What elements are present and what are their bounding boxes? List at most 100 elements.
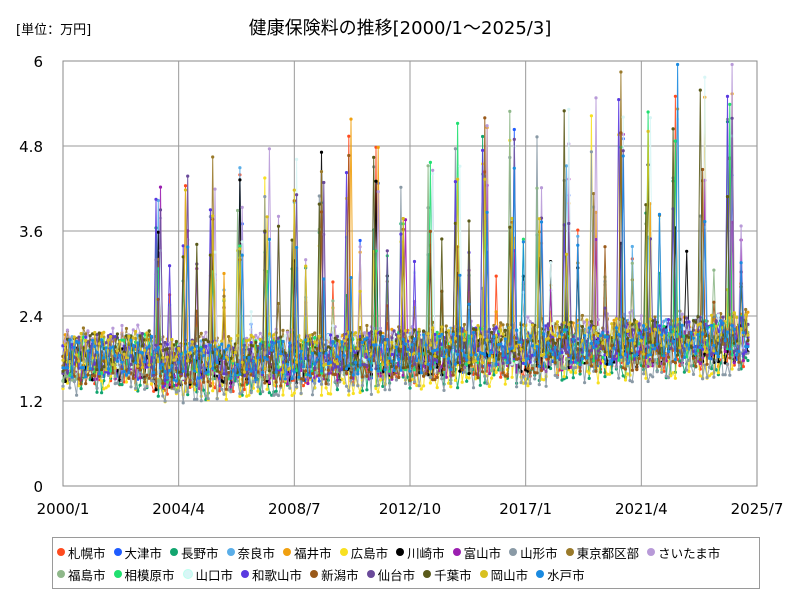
data-point [744, 356, 748, 360]
data-point [188, 380, 192, 384]
data-point [544, 324, 548, 328]
data-point [267, 380, 271, 385]
data-point [324, 382, 328, 386]
data-point [494, 274, 498, 278]
data-point [238, 392, 242, 396]
data-point [281, 328, 285, 332]
data-point [639, 314, 643, 318]
data-point [68, 386, 72, 390]
data-point [163, 340, 167, 345]
data-point [546, 357, 550, 361]
data-point [476, 361, 480, 365]
data-point [358, 325, 362, 330]
data-point [251, 379, 256, 384]
data-point [646, 379, 650, 384]
data-point [124, 380, 129, 384]
data-point [319, 150, 324, 154]
data-point [705, 375, 709, 380]
data-point [329, 333, 333, 337]
data-point [562, 366, 566, 370]
data-point [483, 374, 487, 378]
data-point [394, 378, 398, 382]
data-point [576, 234, 580, 238]
data-point [242, 387, 246, 392]
data-point [580, 313, 585, 318]
data-point [474, 372, 478, 376]
data-point [630, 368, 634, 372]
data-point [508, 109, 512, 113]
data-point [701, 377, 705, 381]
data-point [533, 377, 537, 381]
data-point [574, 365, 578, 370]
data-point [319, 170, 324, 174]
data-point [156, 379, 160, 383]
data-point [605, 362, 609, 366]
data-point [376, 145, 380, 149]
data-point [240, 205, 244, 209]
data-point [113, 374, 117, 378]
data-point [680, 363, 684, 367]
data-point [587, 371, 591, 375]
data-point [458, 361, 462, 365]
data-point [363, 331, 367, 335]
data-point [440, 377, 444, 381]
data-point [739, 224, 743, 228]
data-point [324, 370, 328, 374]
data-point [326, 368, 330, 372]
data-point [664, 318, 668, 322]
data-point [149, 382, 154, 386]
data-point [428, 381, 432, 385]
data-point [97, 374, 101, 378]
data-point [84, 335, 88, 339]
data-point [376, 383, 380, 387]
data-point [240, 383, 244, 387]
data-point [558, 368, 562, 372]
data-point [134, 386, 138, 390]
data-point [177, 389, 181, 393]
data-point [238, 178, 242, 182]
data-point [245, 336, 249, 340]
data-point [592, 192, 596, 196]
data-point [737, 360, 741, 364]
data-point [499, 321, 503, 325]
data-point [181, 244, 185, 248]
data-point [603, 328, 607, 332]
data-point [122, 338, 126, 342]
data-point [682, 327, 687, 331]
data-point [174, 366, 178, 370]
data-point [687, 369, 691, 374]
data-point [431, 172, 435, 176]
data-point [630, 244, 634, 249]
data-point [623, 367, 628, 371]
data-point [476, 376, 480, 380]
data-point [249, 341, 253, 345]
data-point [202, 336, 206, 340]
data-point [208, 208, 212, 212]
data-point [644, 364, 648, 368]
data-point [145, 384, 149, 388]
data-point [138, 368, 142, 372]
data-point [211, 389, 215, 393]
data-point [603, 365, 607, 369]
data-point [118, 363, 122, 367]
data-point [501, 371, 505, 375]
data-point [358, 390, 362, 395]
data-point [603, 375, 607, 379]
data-point [526, 384, 530, 388]
data-point [77, 335, 81, 339]
data-point [120, 338, 124, 342]
data-point [685, 249, 689, 253]
data-point [72, 380, 76, 384]
data-point [648, 116, 653, 120]
data-point [86, 373, 90, 377]
data-point [281, 393, 285, 397]
data-point [360, 375, 364, 379]
data-point [158, 208, 163, 212]
data-point [335, 388, 339, 392]
data-point [106, 384, 110, 388]
data-point [365, 323, 369, 328]
data-point [202, 380, 206, 384]
data-point [240, 240, 244, 244]
data-point [79, 382, 83, 386]
